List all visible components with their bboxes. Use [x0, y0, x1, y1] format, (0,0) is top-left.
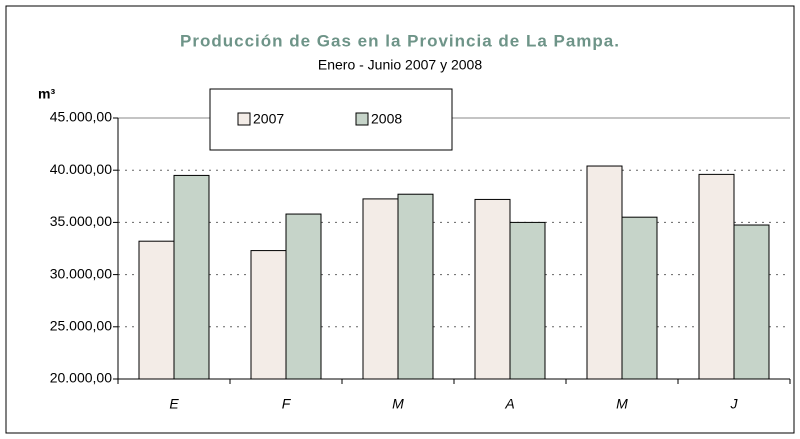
bar — [173, 174, 210, 380]
y-tick-label: 40.000,00 — [50, 161, 112, 177]
x-tick-label: F — [282, 396, 292, 412]
bar — [586, 165, 623, 380]
legend-label: 2008 — [371, 111, 402, 127]
y-tick-label: 20.000,00 — [50, 370, 112, 386]
y-axis-label: m³ — [38, 86, 55, 102]
y-tick-label: 35.000,00 — [50, 213, 112, 229]
y-tick-label: 25.000,00 — [50, 318, 112, 334]
bar — [698, 173, 735, 380]
x-tick-label: M — [392, 396, 404, 412]
bar — [138, 240, 175, 380]
x-tick-label: M — [616, 396, 628, 412]
legend-label: 2007 — [253, 111, 284, 127]
x-tick-label: A — [504, 396, 514, 412]
bar — [733, 224, 770, 380]
x-tick-label: J — [730, 396, 739, 412]
x-tick-label: E — [169, 396, 179, 412]
bar — [621, 216, 658, 380]
bar — [397, 193, 434, 380]
bar — [250, 250, 287, 380]
chart-title: Producción de Gas en la Provincia de La … — [180, 31, 620, 50]
bar — [362, 198, 399, 380]
bar — [474, 198, 511, 380]
legend-swatch — [237, 112, 251, 126]
y-tick-label: 30.000,00 — [50, 265, 112, 281]
chart-subtitle: Enero - Junio 2007 y 2008 — [318, 57, 482, 73]
legend-swatch — [355, 112, 369, 126]
y-tick-label: 45.000,00 — [50, 109, 112, 125]
bar — [509, 221, 546, 380]
bar — [285, 213, 322, 380]
